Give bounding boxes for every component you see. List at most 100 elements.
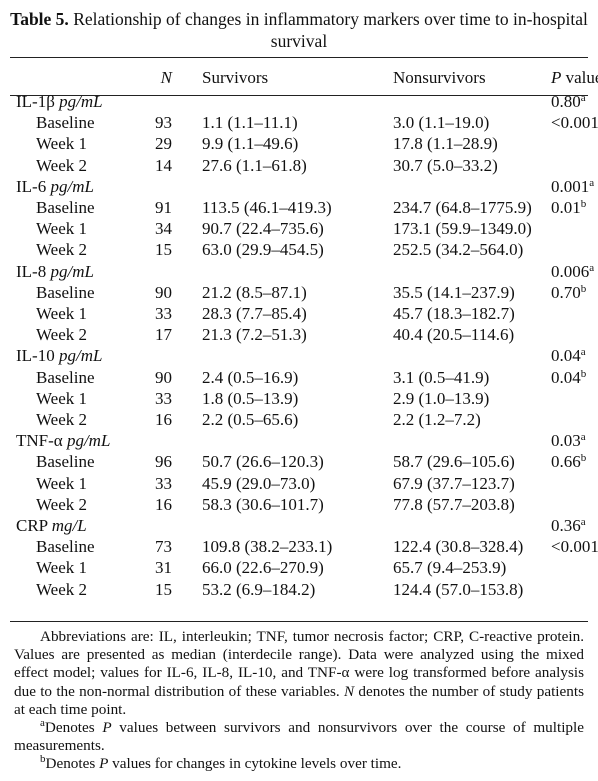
nonsurvivors-cell: 58.7 (29.6–105.6) <box>393 452 515 472</box>
survivors-cell: 90.7 (22.4–735.6) <box>202 219 324 239</box>
p-cell: 0.03a <box>551 430 588 451</box>
group-unit: pg/mL <box>50 261 94 281</box>
footnote-text: Denotes <box>44 719 103 737</box>
footnote-text: N <box>343 682 355 700</box>
n-cell: 29 <box>155 134 172 154</box>
p-cell: 0.04a <box>551 345 588 366</box>
group-name: IL-1β <box>16 92 55 111</box>
row-label: Week 1 <box>36 219 88 239</box>
survivors-cell: 21.2 (8.5–87.1) <box>202 282 307 302</box>
group-cell: IL-1β pg/mL <box>10 91 146 112</box>
p-cell <box>551 303 588 324</box>
survivors-cell: 27.6 (1.1–61.8) <box>202 155 307 175</box>
survivors-cell: 2.4 (0.5–16.9) <box>202 367 299 387</box>
n-cell: 15 <box>155 579 172 599</box>
n-cell: 33 <box>155 473 172 493</box>
survivors-cell: 66.0 (22.6–270.9) <box>202 558 324 578</box>
cell <box>380 176 551 197</box>
group-unit: pg/mL <box>66 431 111 451</box>
header-nonsurvivors: Nonsurvivors <box>393 67 486 87</box>
cell <box>172 91 380 112</box>
data-row: Week 1 33 45.9 (29.0–73.0) 67.9 (37.7–123.7… <box>10 473 588 494</box>
p-sup: a <box>589 176 595 189</box>
group-unit: pg/mL <box>50 176 94 196</box>
group-name: IL-10 <box>16 346 55 366</box>
footnote: aDenotes P values between survivors and … <box>14 717 584 755</box>
p-cell: 0.04b <box>551 367 588 388</box>
data-row: Week 1 29 9.9 (1.1–49.6) 17.8 (1.1–28.9) <box>10 133 588 154</box>
title-label: Table 5. <box>10 9 69 29</box>
header-cell: Survivors <box>172 64 380 91</box>
p-value: <0.001 <box>551 537 598 557</box>
group-name: IL-8 <box>16 261 47 281</box>
p-value: 0.04 <box>551 346 581 366</box>
header-value: value <box>565 67 598 87</box>
header-cell: Nonsurvivors <box>380 64 551 91</box>
survivors-cell: 45.9 (29.0–73.0) <box>202 473 316 493</box>
group-unit: pg/mL <box>59 92 103 111</box>
data-row: Week 2 16 58.3 (30.6–101.7) 77.8 (57.7–203.… <box>10 494 588 515</box>
p-cell <box>551 494 588 515</box>
group-row: IL-8 pg/mL 0.006a <box>10 261 594 282</box>
p-value: 0.01 <box>551 198 581 218</box>
p-sup: a <box>589 261 595 274</box>
data-row: Week 1 34 90.7 (22.4–735.6) 173.1 (59.9–134… <box>10 218 588 239</box>
p-cell: 0.001a <box>551 176 594 197</box>
p-cell: 0.36a <box>551 515 588 536</box>
data-row: Baseline 73 109.8 (38.2–233.1) 122.4 (30.8–… <box>10 536 598 557</box>
nonsurvivors-cell: 40.4 (20.5–114.6) <box>393 325 515 345</box>
n-cell: 73 <box>155 537 172 557</box>
row-label: Baseline <box>36 367 95 387</box>
survivors-cell: 28.3 (7.7–85.4) <box>202 304 307 324</box>
nonsurvivors-cell: 67.9 (37.7–123.7) <box>393 473 515 493</box>
group-row: TNF-α pg/mL 0.03a <box>10 430 588 451</box>
n-cell: 16 <box>155 410 172 430</box>
data-row: Week 1 33 28.3 (7.7–85.4) 45.7 (18.3–182.7) <box>10 303 588 324</box>
footnote-mark: a <box>40 717 45 730</box>
p-sup: a <box>580 92 586 104</box>
p-cell: 0.70b <box>551 282 588 303</box>
p-value: 0.36 <box>551 516 581 536</box>
data-row: Week 1 31 66.0 (22.6–270.9) 65.7 (9.4–253.9… <box>10 557 588 578</box>
header-cell: N <box>146 64 172 91</box>
survivors-cell: 109.8 (38.2–233.1) <box>202 537 333 557</box>
cell <box>146 345 172 366</box>
group-name: IL-6 <box>16 176 47 196</box>
data-row: Week 2 14 27.6 (1.1–61.8) 30.7 (5.0–33.2) <box>10 155 588 176</box>
footnote-text: Denotes <box>45 755 100 773</box>
row-label: Week 1 <box>36 473 88 493</box>
n-cell: 16 <box>155 494 172 514</box>
group-cell: IL-10 pg/mL <box>10 345 146 366</box>
row-label: Week 2 <box>36 240 88 260</box>
p-cell <box>551 218 588 239</box>
footnote-text: Abbreviations are: IL, interleukin; TNF,… <box>14 628 584 700</box>
footnote-text: P <box>102 719 112 737</box>
cell <box>172 430 380 451</box>
p-sup: a <box>580 346 586 359</box>
footnote-text: denotes the number of study patients at … <box>14 682 584 718</box>
header-n: N <box>160 67 172 87</box>
row-label: Week 2 <box>36 410 88 430</box>
p-cell: 0.006a <box>551 261 594 282</box>
title-text: Relationship of changes in inflammatory … <box>73 9 588 51</box>
nonsurvivors-cell: 3.0 (1.1–19.0) <box>393 113 490 133</box>
n-cell: 17 <box>155 325 172 345</box>
p-cell <box>551 324 588 345</box>
data-row: Baseline 90 21.2 (8.5–87.1) 35.5 (14.1–237.… <box>10 282 588 303</box>
nonsurvivors-cell: 122.4 (30.8–328.4) <box>393 537 524 557</box>
nonsurvivors-cell: 234.7 (64.8–1775.9) <box>393 198 532 218</box>
nonsurvivors-cell: 45.7 (18.3–182.7) <box>393 304 515 324</box>
p-cell: 0.80a <box>551 91 588 112</box>
table-title: Table 5. Relationship of changes in infl… <box>10 8 588 52</box>
nonsurvivors-cell: 3.1 (0.5–41.9) <box>393 367 490 387</box>
p-value: 0.04 <box>551 367 581 387</box>
survivors-cell: 9.9 (1.1–49.6) <box>202 134 299 154</box>
p-value: <0.001 <box>551 113 598 133</box>
row-label: Baseline <box>36 113 95 133</box>
cell <box>380 515 551 536</box>
data-row: Week 1 33 1.8 (0.5–13.9) 2.9 (1.0–13.9) <box>10 388 588 409</box>
n-cell: 96 <box>155 452 172 472</box>
rule <box>10 95 588 96</box>
cell <box>380 345 551 366</box>
p-sup: a <box>580 431 586 444</box>
